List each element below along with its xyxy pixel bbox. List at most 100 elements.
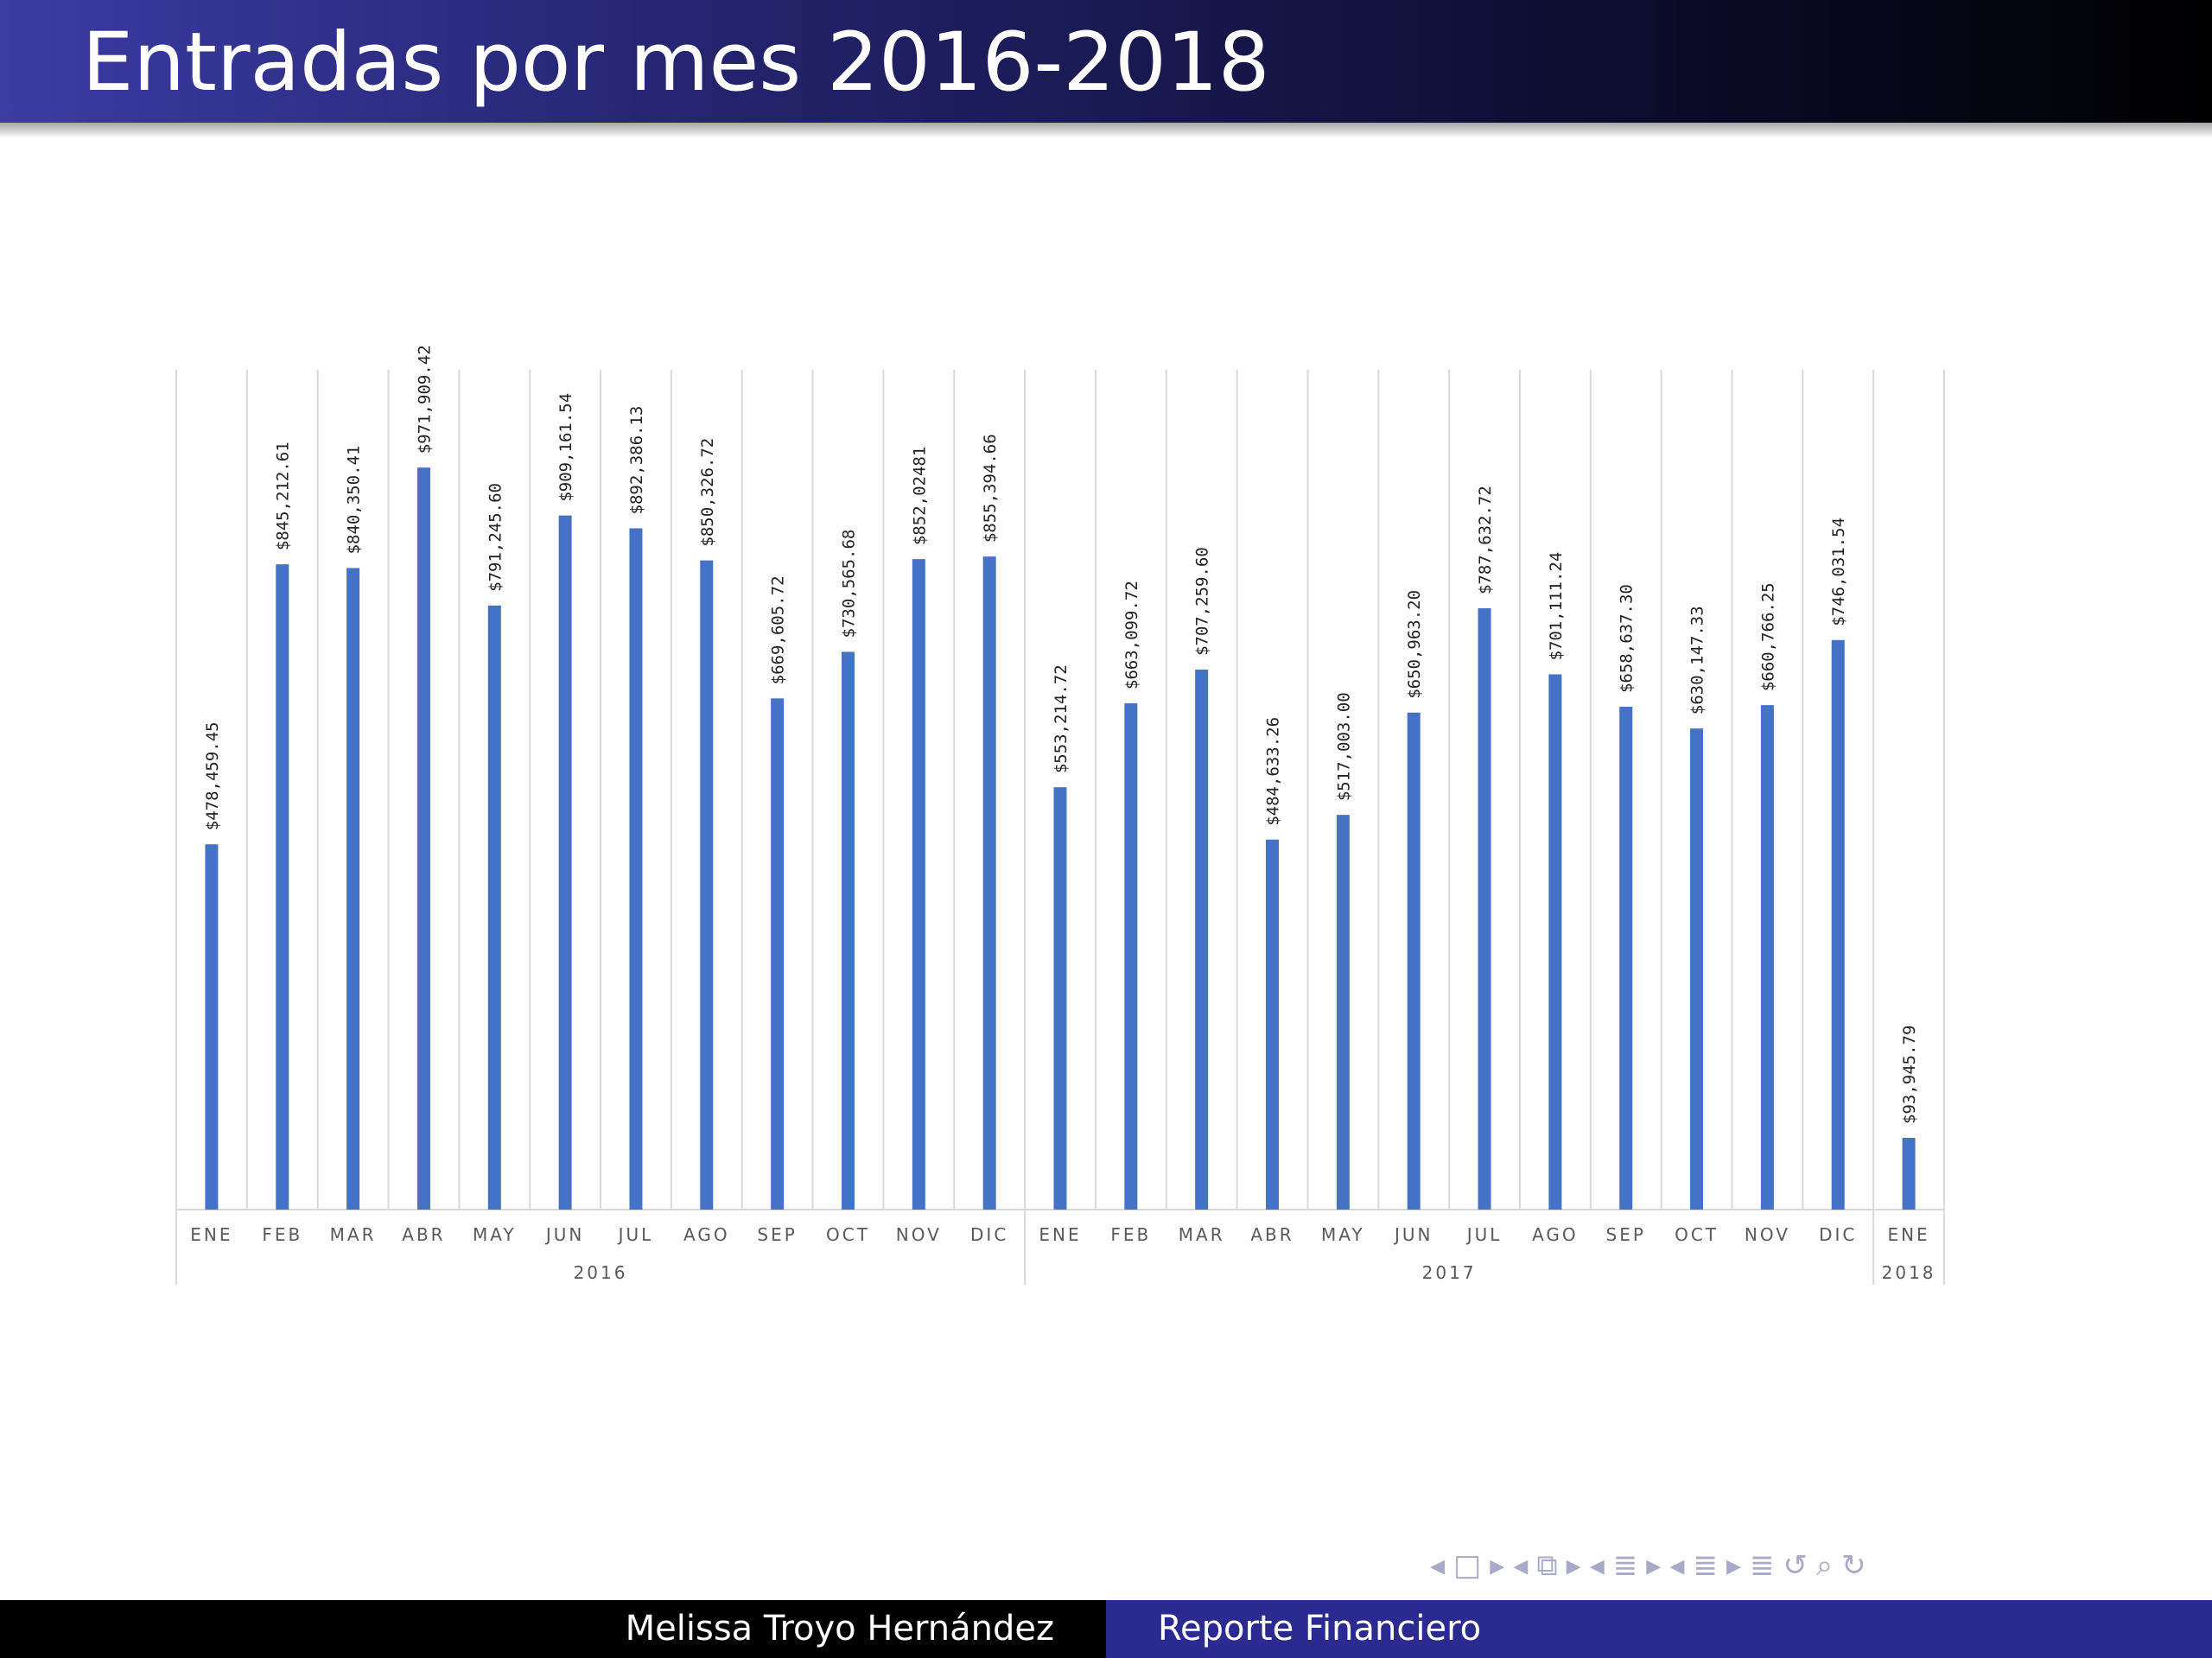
bar (1336, 815, 1350, 1210)
bar (416, 467, 430, 1210)
bar (982, 556, 996, 1210)
bar (1831, 639, 1845, 1210)
data-label: $93,945.79 (1900, 1026, 1919, 1124)
nav-symbol-6[interactable]: ◂ (1589, 1548, 1605, 1583)
data-label: $909,161.54 (556, 393, 575, 502)
data-label: $840,350.41 (345, 446, 364, 555)
nav-symbol-12[interactable]: ≣ (1750, 1548, 1775, 1583)
nav-symbol-0[interactable]: ◂ (1430, 1548, 1446, 1583)
data-label: $484,633.26 (1264, 717, 1283, 826)
bar (1902, 1137, 1916, 1210)
x-tick-label: JUN (1393, 1224, 1433, 1245)
data-label: $701,111.24 (1547, 552, 1566, 661)
x-tick-label: NOV (1745, 1224, 1790, 1245)
data-label: $730,565.68 (839, 530, 858, 638)
data-label: $663,099.72 (1122, 581, 1141, 689)
bar (1195, 670, 1209, 1210)
bar (487, 605, 501, 1210)
bar (276, 564, 289, 1210)
bar (1478, 608, 1491, 1210)
nav-symbol-4[interactable]: ⧉ (1536, 1548, 1558, 1583)
data-label: $971,909.42 (415, 345, 434, 454)
nav-symbol-2[interactable]: ▸ (1490, 1548, 1505, 1583)
nav-symbol-15[interactable]: ↻ (1841, 1548, 1866, 1583)
x-tick-label: SEP (1606, 1224, 1646, 1245)
x-tick-label: FEB (1110, 1224, 1151, 1245)
x-tick-label: ENE (190, 1224, 232, 1245)
data-label: $892,386.13 (627, 406, 646, 515)
footer-author: Melissa Troyo Hernández (625, 1609, 1054, 1648)
title-shadow (0, 123, 2212, 138)
footer-left: Melissa Troyo Hernández (0, 1600, 1106, 1658)
nav-symbol-9[interactable]: ◂ (1669, 1548, 1685, 1583)
nav-symbol-1[interactable]: □ (1453, 1548, 1482, 1583)
nav-symbol-10[interactable]: ≣ (1693, 1548, 1718, 1583)
x-tick-label: AGO (683, 1224, 730, 1245)
footer-title: Reporte Financiero (1158, 1609, 1482, 1648)
x-tick-label: SEP (757, 1224, 797, 1245)
group-label: 2016 (574, 1262, 628, 1283)
bar (841, 651, 855, 1210)
data-label: $791,245.60 (486, 483, 505, 592)
x-tick-label: MAY (473, 1224, 517, 1245)
data-label: $478,459.45 (203, 721, 222, 830)
nav-symbol-7[interactable]: ≣ (1612, 1548, 1638, 1583)
nav-symbol-14[interactable]: ⌕ (1816, 1548, 1834, 1583)
x-tick-label: ABR (1250, 1224, 1294, 1245)
data-label: $850,326.72 (698, 438, 717, 547)
data-label: $650,963.20 (1405, 590, 1424, 699)
data-label: $746,031.54 (1829, 518, 1848, 626)
x-tick-label: ENE (1887, 1224, 1929, 1245)
data-label: $845,212.61 (274, 441, 293, 550)
x-tick-label: JUN (544, 1224, 585, 1245)
beamer-navigation[interactable]: ◂ □ ▸ ◂ ⧉ ▸ ◂ ≣ ▸ ◂ ≣ ▸ ≣ ↺ ⌕ ↻ (1430, 1547, 1875, 1585)
nav-symbol-3[interactable]: ◂ (1513, 1548, 1529, 1583)
x-tick-label: ABR (402, 1224, 445, 1245)
x-tick-label: MAR (330, 1224, 377, 1245)
bar (1760, 705, 1774, 1210)
bar (629, 528, 643, 1210)
x-tick-label: DIC (970, 1224, 1008, 1245)
footer-right: Reporte Financiero (1106, 1600, 2212, 1658)
x-tick-label: AGO (1532, 1224, 1579, 1245)
title-bar: Entradas por mes 2016-2018 (0, 0, 2212, 123)
data-label: $517,003.00 (1334, 692, 1353, 801)
x-tick-label: OCT (826, 1224, 870, 1245)
x-tick-label: FEB (262, 1224, 302, 1245)
x-tick-label: ENE (1039, 1224, 1081, 1245)
x-tick-label: JUL (1465, 1224, 1503, 1245)
group-label: 2017 (1422, 1262, 1477, 1283)
x-tick-label: DIC (1819, 1224, 1857, 1245)
bar (346, 568, 360, 1210)
data-label: $658,637.30 (1618, 584, 1637, 693)
x-tick-label: JUL (617, 1224, 654, 1245)
data-label: $707,259.60 (1193, 547, 1212, 656)
data-label: $553,214.72 (1052, 664, 1071, 773)
group-label: 2018 (1882, 1262, 1936, 1283)
x-tick-label: MAY (1321, 1224, 1365, 1245)
nav-symbol-13[interactable]: ↺ (1783, 1548, 1808, 1583)
slide-title: Entradas por mes 2016-2018 (82, 16, 1270, 110)
x-tick-label: MAR (1179, 1224, 1225, 1245)
bar (1266, 839, 1280, 1210)
nav-symbol-11[interactable]: ▸ (1726, 1548, 1742, 1583)
bar (1619, 707, 1633, 1210)
nav-symbol-8[interactable]: ▸ (1646, 1548, 1662, 1583)
data-label: $630,147.33 (1688, 606, 1707, 715)
bar (1124, 703, 1138, 1210)
data-label: $787,632.72 (1476, 486, 1495, 594)
bar (771, 698, 785, 1210)
x-tick-label: NOV (896, 1224, 942, 1245)
data-label: $660,766.25 (1758, 582, 1777, 691)
bar (205, 844, 219, 1210)
bar (700, 560, 714, 1210)
bar (1407, 712, 1421, 1210)
bar (1548, 674, 1562, 1210)
x-tick-label: OCT (1675, 1224, 1719, 1245)
nav-symbol-5[interactable]: ▸ (1566, 1548, 1581, 1583)
bar (1690, 728, 1704, 1210)
data-label: $669,605.72 (769, 575, 788, 684)
data-label: $852,02481 (910, 447, 929, 545)
bar (1053, 787, 1067, 1210)
